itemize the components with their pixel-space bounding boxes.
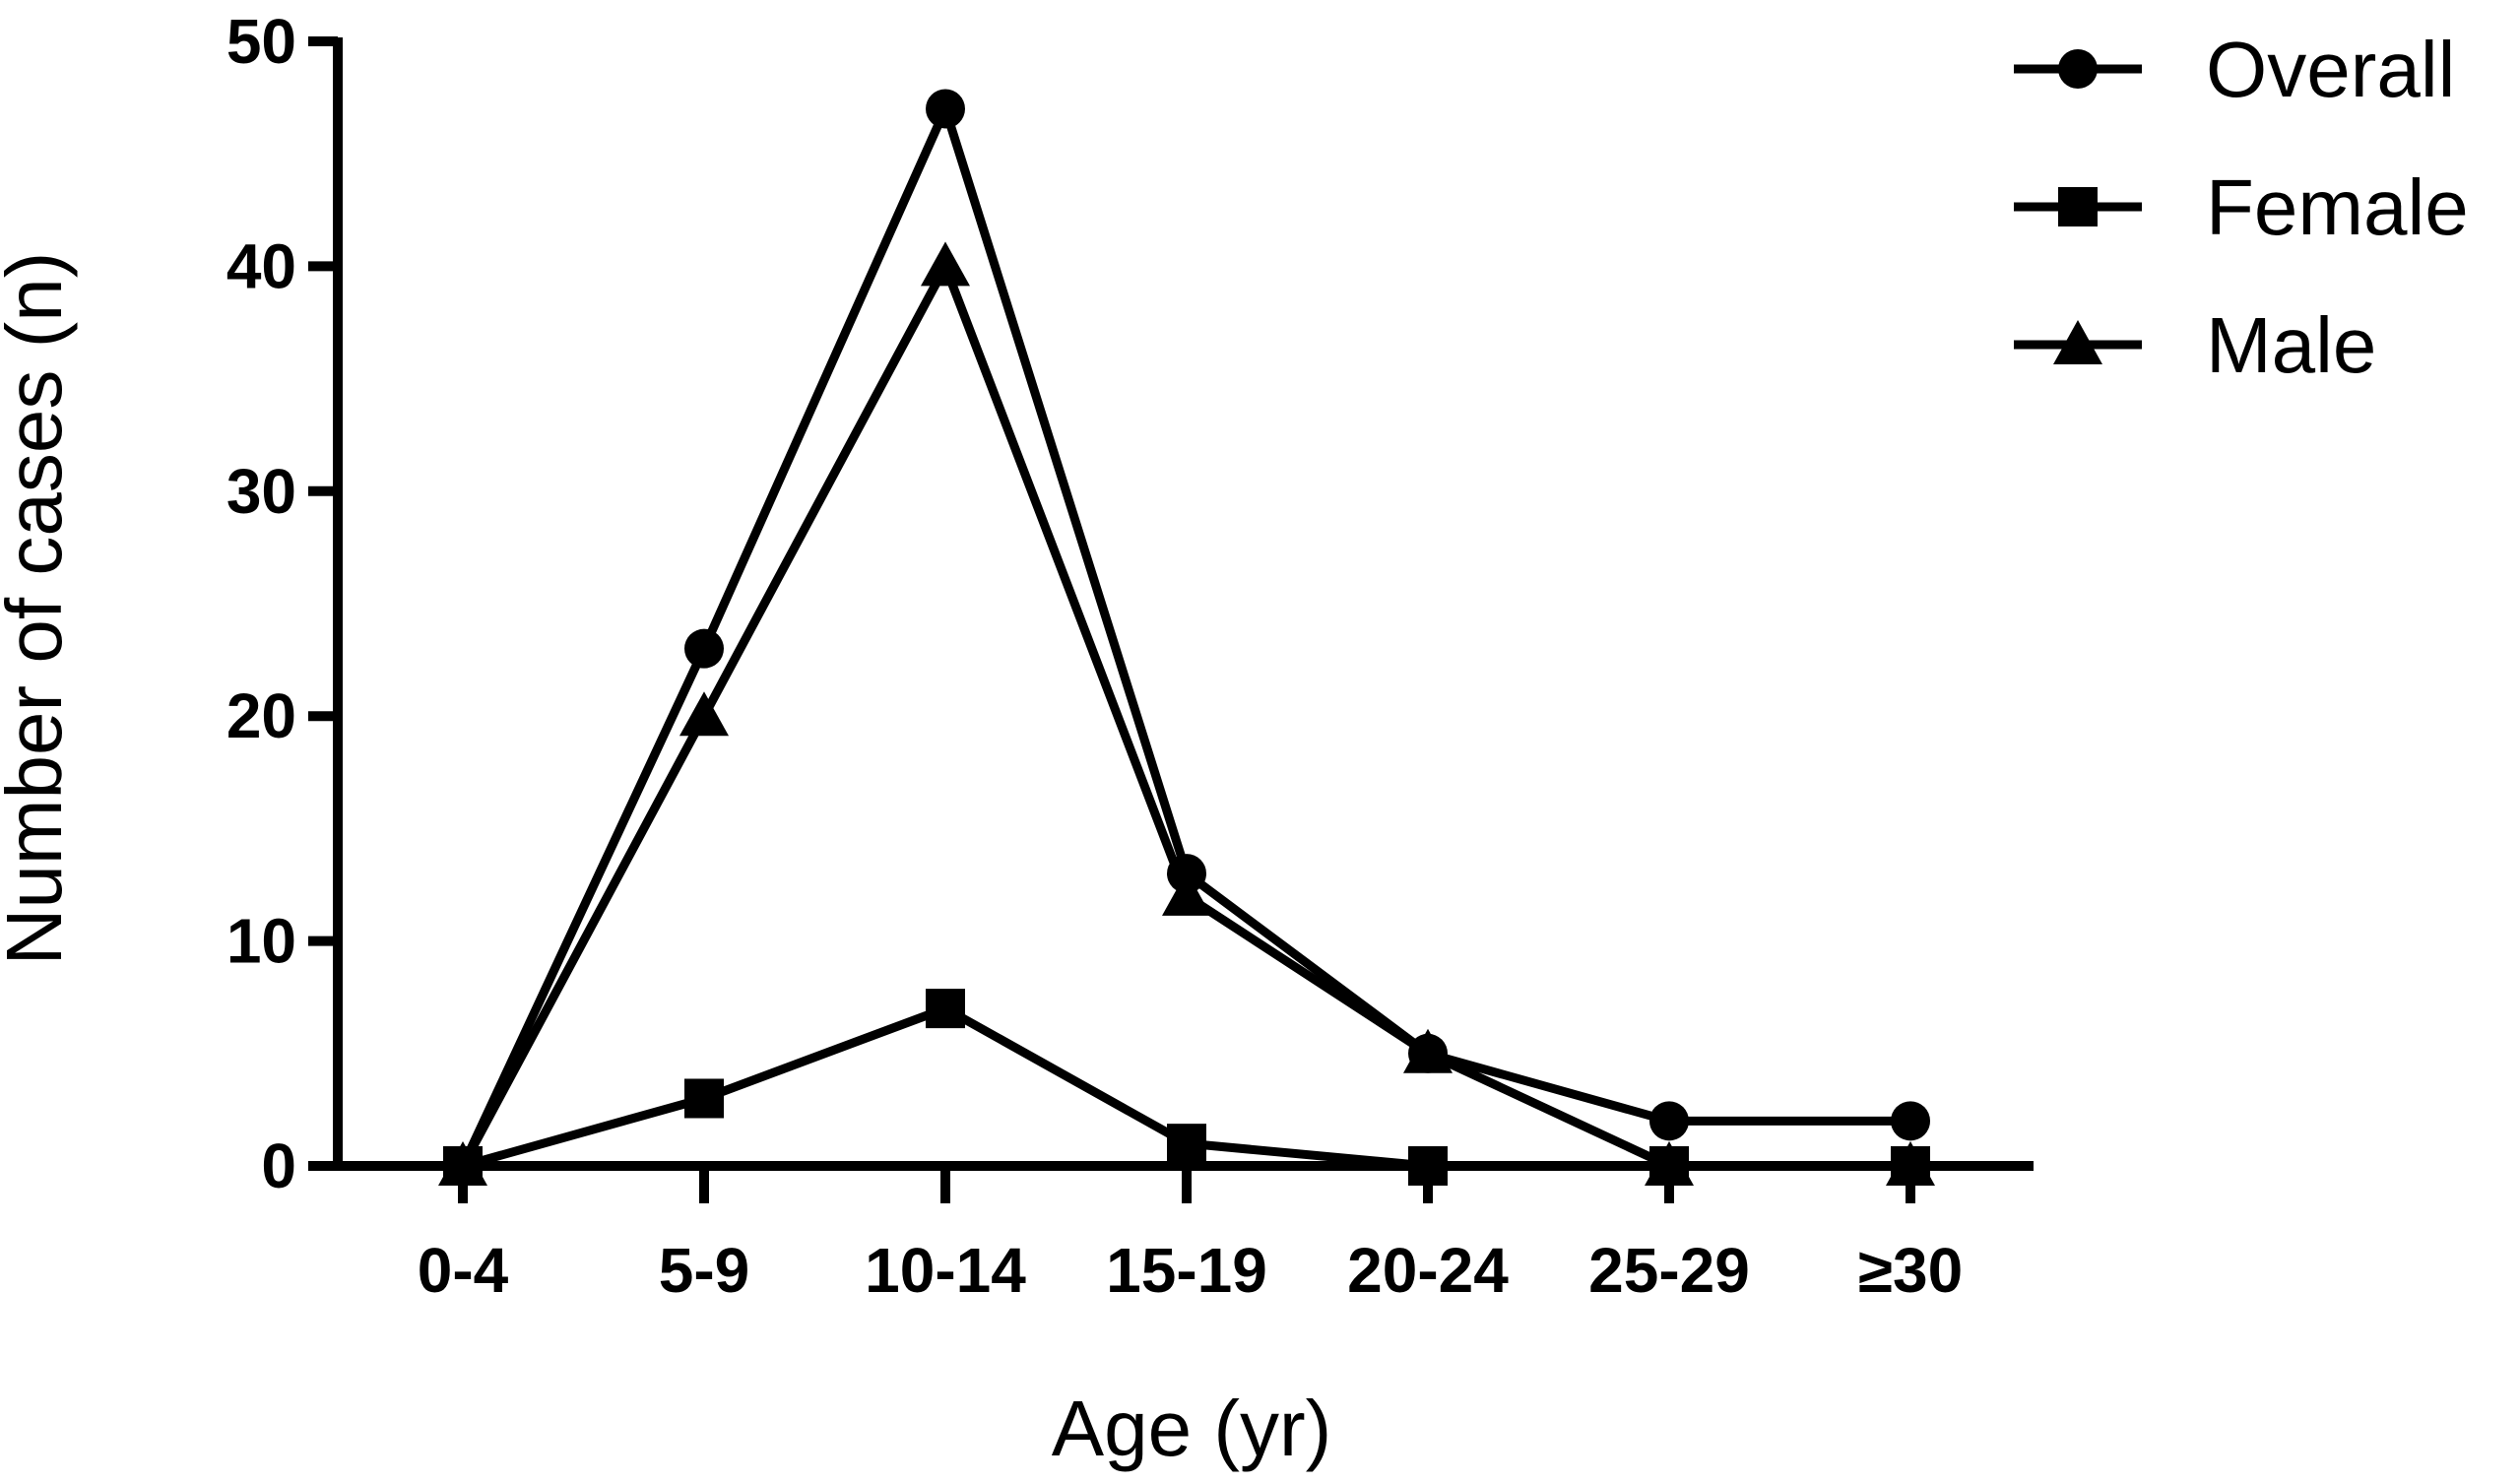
data-point-male — [1403, 1028, 1453, 1073]
legend: Overall Female Male — [2014, 26, 2469, 389]
y-tick-label: 0 — [261, 1130, 296, 1201]
data-point-overall — [926, 89, 965, 129]
data-point-overall — [1649, 1101, 1689, 1141]
data-point-male — [679, 691, 729, 737]
y-tick-label: 30 — [226, 456, 296, 527]
data-point-female — [684, 1078, 724, 1119]
data-point-male — [438, 1141, 487, 1186]
data-point-male — [1645, 1141, 1694, 1186]
legend-label-female: Female — [2206, 163, 2469, 251]
series-line-male — [459, 261, 1910, 1171]
x-tick-label: 25-29 — [1588, 1235, 1750, 1306]
x-tick-label: 0-4 — [418, 1235, 509, 1306]
x-tick-label: 15-19 — [1106, 1235, 1267, 1306]
x-axis-title: Age (yr) — [1052, 1385, 1332, 1472]
y-axis-title: Number of cases (n) — [0, 252, 78, 966]
data-point-overall — [684, 628, 724, 669]
y-axis: 0 10 20 30 40 50 — [226, 6, 343, 1201]
legend-marker-female — [2058, 187, 2098, 226]
x-tick-label: ≥30 — [1858, 1235, 1963, 1306]
data-point-female — [1167, 1124, 1206, 1164]
data-point-male — [1162, 871, 1211, 916]
y-tick-label: 50 — [226, 6, 296, 77]
data-point-male — [1886, 1141, 1935, 1186]
legend-label-overall: Overall — [2206, 26, 2455, 113]
y-tick-label: 10 — [226, 906, 296, 977]
x-tick-label: 20-24 — [1347, 1235, 1509, 1306]
series-area — [438, 89, 1935, 1186]
x-tick-label: 5-9 — [659, 1235, 750, 1306]
data-point-male — [921, 241, 970, 287]
data-point-overall — [1891, 1101, 1930, 1141]
legend-marker-overall — [2058, 49, 2098, 89]
data-point-female — [1408, 1146, 1448, 1186]
x-axis: 0-4 5-9 10-14 15-19 20-24 25-29 ≥30 — [333, 1161, 2034, 1306]
data-point-female — [926, 989, 965, 1029]
legend-marker-male — [2053, 320, 2102, 364]
series-line-overall — [458, 104, 1910, 1168]
legend-label-male: Male — [2206, 301, 2376, 389]
y-tick-label: 20 — [226, 680, 296, 751]
x-tick-label: 10-14 — [865, 1235, 1026, 1306]
y-tick-label: 40 — [226, 230, 296, 301]
